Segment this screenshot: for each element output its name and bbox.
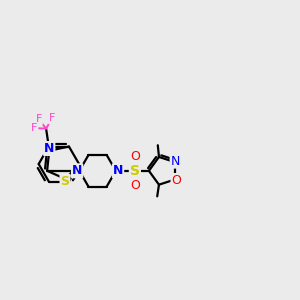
Text: N: N xyxy=(72,164,82,177)
Text: O: O xyxy=(172,174,181,187)
Text: F: F xyxy=(49,113,56,124)
Text: N: N xyxy=(113,164,123,177)
Text: S: S xyxy=(130,164,140,178)
Text: F: F xyxy=(31,123,38,133)
Text: N: N xyxy=(171,154,180,168)
Text: N: N xyxy=(44,142,54,155)
Text: O: O xyxy=(130,150,140,163)
Text: S: S xyxy=(61,175,70,188)
Text: F: F xyxy=(35,114,42,124)
Text: O: O xyxy=(130,179,140,192)
